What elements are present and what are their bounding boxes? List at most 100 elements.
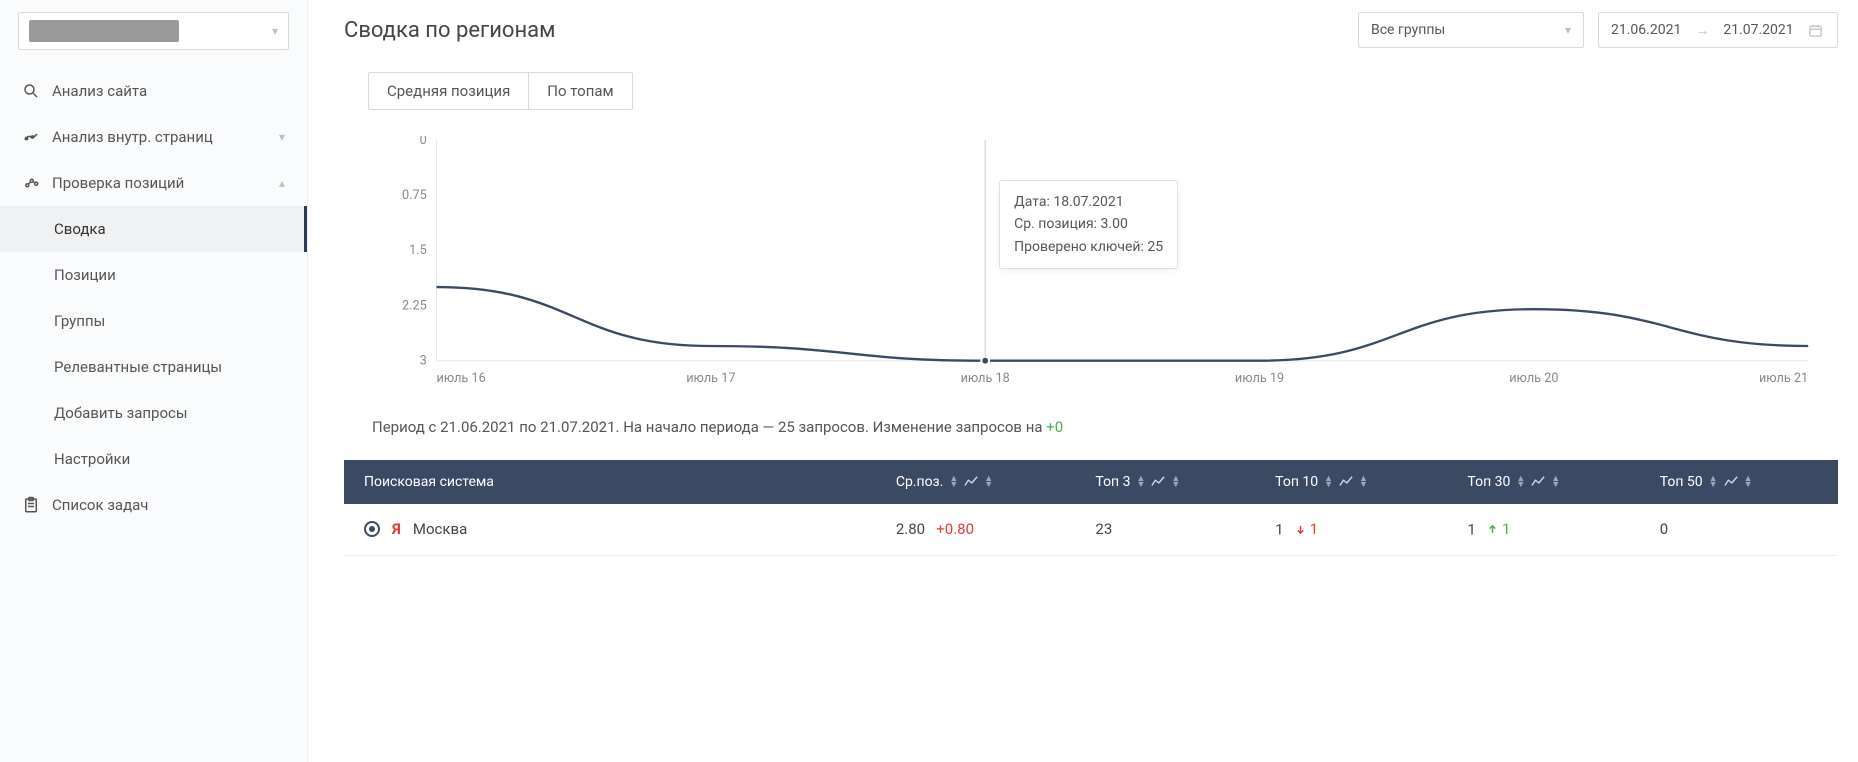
sort-icon: ▲▼ — [1136, 476, 1145, 488]
chart-tabs: Средняя позиция По топам — [368, 72, 633, 110]
delta-up: 1 — [1487, 520, 1510, 538]
chevron-down-icon: ▾ — [1565, 23, 1571, 37]
svg-text:июль 16: июль 16 — [437, 371, 486, 386]
tooltip-avgpos-value: 3.00 — [1101, 216, 1128, 232]
svg-text:1.5: 1.5 — [409, 243, 427, 258]
svg-text:июль 19: июль 19 — [1235, 371, 1284, 386]
sort-icon: ▲▼ — [1516, 476, 1525, 488]
pages-icon — [22, 128, 40, 146]
sidebar-sub-relevant-pages[interactable]: Релевантные страницы — [0, 344, 307, 390]
sidebar-sub-settings[interactable]: Настройки — [0, 436, 307, 482]
cell-top50: 0 — [1660, 520, 1668, 538]
chart-line-icon — [1339, 475, 1353, 489]
regions-table: Поисковая система Ср.поз.▲▼ ▲▼ Топ 3▲▼ ▲… — [344, 460, 1838, 556]
svg-text:0.75: 0.75 — [402, 188, 427, 203]
sidebar-sub-groups[interactable]: Группы — [0, 298, 307, 344]
sort-icon: ▲▼ — [1744, 476, 1753, 488]
sidebar-sub-label: Релевантные страницы — [54, 358, 222, 376]
sidebar-sub-label: Позиции — [54, 266, 116, 284]
chart: 0 0.75 1.5 2.25 3 июль 16 июль 17 июль 18 июль 1… — [372, 136, 1818, 390]
sidebar-sub-label: Добавить запросы — [54, 404, 188, 422]
svg-text:0: 0 — [420, 136, 427, 148]
cell-top3: 23 — [1095, 520, 1112, 538]
sort-icon: ▲▼ — [949, 476, 958, 488]
date-from: 21.06.2021 — [1611, 22, 1681, 38]
project-name-blurred — [29, 20, 179, 42]
sidebar-sub-label: Настройки — [54, 450, 130, 468]
table-row[interactable]: Я Москва 2.80 +0.80 23 1 — [344, 504, 1838, 555]
svg-text:июль 20: июль 20 — [1509, 371, 1558, 386]
group-select[interactable]: Все группы ▾ — [1358, 12, 1584, 48]
positions-icon — [22, 174, 40, 192]
arrow-up-icon — [1487, 524, 1498, 535]
tooltip-keys-value: 25 — [1147, 239, 1163, 255]
clipboard-icon — [22, 496, 40, 514]
sort-icon: ▲▼ — [1551, 476, 1560, 488]
arrow-down-icon — [1295, 524, 1306, 535]
th-top3[interactable]: Топ 3▲▼ ▲▼ — [1081, 460, 1261, 504]
sidebar-item-inner-pages[interactable]: Анализ внутр. страниц ▾ — [0, 114, 307, 160]
cell-avg-pos: 2.80 — [896, 520, 925, 538]
cell-top30: 1 — [1467, 521, 1475, 539]
sidebar-sub-summary[interactable]: Сводка — [0, 206, 307, 252]
cell-avg-pos-delta: +0.80 — [936, 520, 974, 538]
chevron-down-icon: ▾ — [272, 24, 278, 38]
svg-text:3: 3 — [420, 354, 427, 369]
sort-icon: ▲▼ — [1171, 476, 1180, 488]
sidebar-item-label: Анализ внутр. страниц — [52, 128, 213, 146]
sidebar-sub-positions[interactable]: Позиции — [0, 252, 307, 298]
search-icon — [22, 82, 40, 100]
cell-top10: 1 — [1275, 521, 1283, 539]
sidebar-item-positions-check[interactable]: Проверка позиций ▴ — [0, 160, 307, 206]
project-select[interactable]: ▾ — [18, 12, 289, 50]
th-top10[interactable]: Топ 10▲▼ ▲▼ — [1261, 460, 1453, 504]
sidebar-item-site-analysis[interactable]: Анализ сайта — [0, 68, 307, 114]
chevron-up-icon: ▴ — [279, 176, 285, 190]
sort-icon: ▲▼ — [1359, 476, 1368, 488]
svg-text:2.25: 2.25 — [402, 298, 427, 313]
arrow-right-icon: → — [1695, 22, 1709, 39]
tab-by-tops[interactable]: По топам — [528, 73, 631, 109]
radio-selected-icon[interactable] — [364, 521, 380, 537]
th-avg-pos[interactable]: Ср.поз.▲▼ ▲▼ — [882, 460, 1082, 504]
sidebar-sub-label: Сводка — [54, 220, 106, 238]
th-top30[interactable]: Топ 30▲▼ ▲▼ — [1453, 460, 1645, 504]
main-content: Сводка по регионам Все группы ▾ 21.06.20… — [308, 0, 1858, 762]
sidebar-item-label: Анализ сайта — [52, 82, 147, 100]
period-delta: +0 — [1046, 418, 1063, 436]
date-to: 21.07.2021 — [1723, 22, 1793, 38]
sidebar-item-label: Список задач — [52, 496, 148, 514]
chart-line-icon — [1724, 475, 1738, 489]
th-top50[interactable]: Топ 50▲▼ ▲▼ — [1646, 460, 1838, 504]
sort-icon: ▲▼ — [984, 476, 993, 488]
region-name: Москва — [413, 520, 467, 538]
chart-line-icon — [1531, 475, 1545, 489]
group-select-value: Все группы — [1371, 22, 1445, 38]
tab-avg-position[interactable]: Средняя позиция — [369, 73, 528, 109]
svg-text:июль 21: июль 21 — [1759, 371, 1808, 386]
tooltip-keys-label: Проверено ключей: — [1014, 239, 1144, 255]
tooltip-date-label: Дата: — [1014, 194, 1050, 210]
chart-line-icon — [1151, 475, 1165, 489]
calendar-icon — [1808, 23, 1823, 38]
th-search-system[interactable]: Поисковая система — [344, 460, 882, 504]
period-summary: Период с 21.06.2021 по 21.07.2021. На на… — [372, 418, 1838, 436]
chart-tooltip: Дата: 18.07.2021 Ср. позиция: 3.00 Прове… — [999, 180, 1178, 269]
sidebar: ▾ Анализ сайта Анализ внутр. страниц ▾ П… — [0, 0, 308, 762]
sidebar-item-task-list[interactable]: Список задач — [0, 482, 307, 528]
svg-text:июль 17: июль 17 — [686, 371, 735, 386]
chevron-down-icon: ▾ — [279, 130, 285, 144]
yandex-icon: Я — [392, 520, 401, 538]
sort-icon: ▲▼ — [1709, 476, 1718, 488]
chart-line-icon — [964, 475, 978, 489]
sort-icon: ▲▼ — [1324, 476, 1333, 488]
svg-text:июль 18: июль 18 — [961, 371, 1010, 386]
tooltip-date-value: 18.07.2021 — [1053, 194, 1123, 210]
sidebar-sub-add-queries[interactable]: Добавить запросы — [0, 390, 307, 436]
sidebar-sub-label: Группы — [54, 312, 105, 330]
topbar: Сводка по регионам Все группы ▾ 21.06.20… — [344, 0, 1838, 60]
page-title: Сводка по регионам — [344, 18, 555, 43]
delta-down: 1 — [1295, 520, 1318, 538]
date-range-picker[interactable]: 21.06.2021 → 21.07.2021 — [1598, 12, 1838, 48]
tooltip-avgpos-label: Ср. позиция: — [1014, 216, 1097, 232]
